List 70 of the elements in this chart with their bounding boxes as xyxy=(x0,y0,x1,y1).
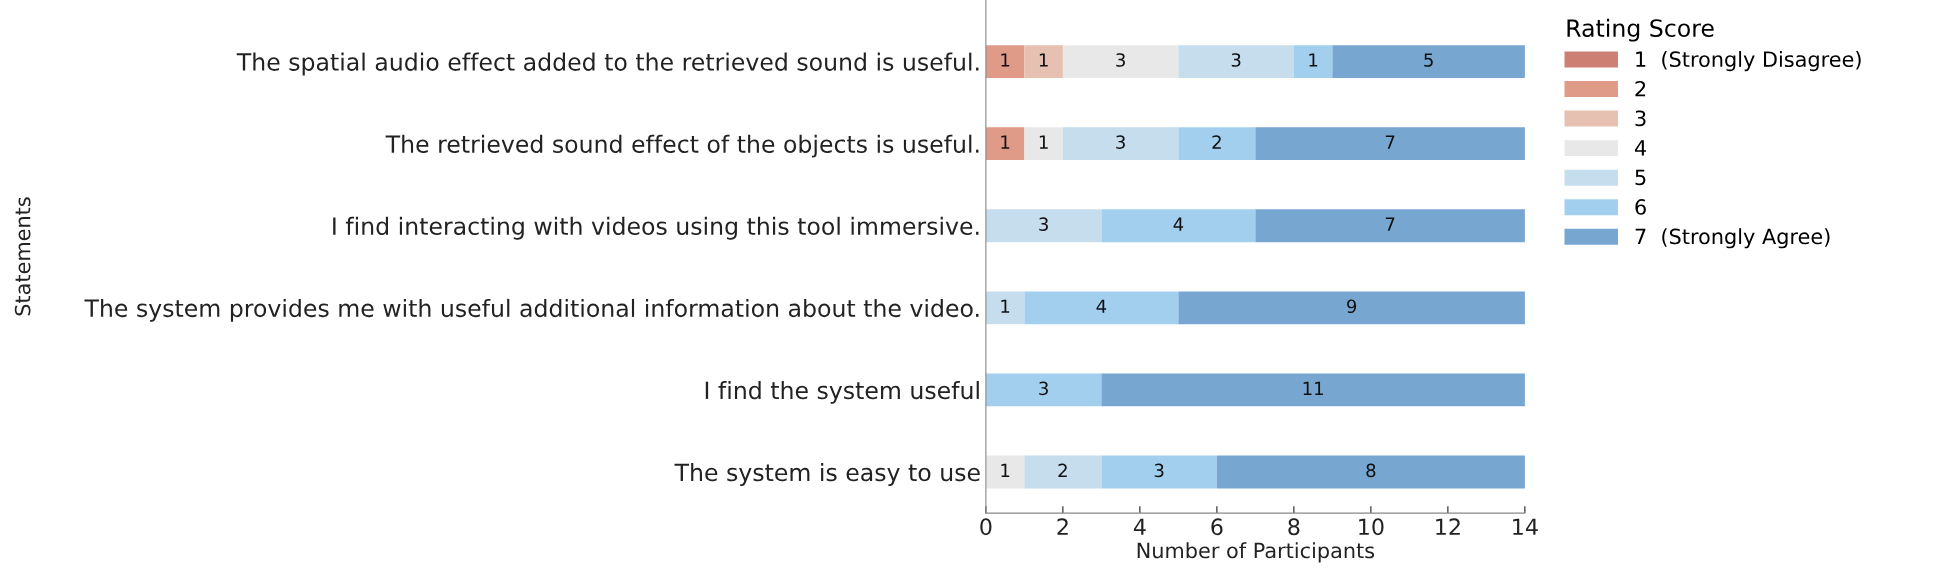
bar xyxy=(1101,209,1256,243)
x-tick-label: 6 xyxy=(1211,518,1223,536)
y-axis-title: Statements xyxy=(14,197,31,316)
bar xyxy=(1255,209,1525,243)
y-tick-label: The system provides me with useful additional information about the video. xyxy=(84,298,979,322)
y-tick-label: The spatial audio effect added to the retrieved sound is useful. xyxy=(236,52,979,76)
x-tick-label: 12 xyxy=(1436,518,1460,535)
data-label: 8 xyxy=(1366,463,1376,478)
data-label: 2 xyxy=(1212,135,1221,149)
bar xyxy=(1332,45,1525,78)
bar xyxy=(1216,455,1525,489)
data-label: 1 xyxy=(1039,135,1048,149)
bar xyxy=(1024,291,1179,325)
legend-label: 2 xyxy=(1635,80,1646,97)
data-label: 1 xyxy=(1001,53,1010,67)
bar xyxy=(1024,45,1063,78)
data-label: 2 xyxy=(1058,463,1067,478)
data-label: 5 xyxy=(1424,53,1433,67)
x-tick-label: 2 xyxy=(1057,518,1068,535)
x-tick-label: 0 xyxy=(980,518,992,536)
data-label: 4 xyxy=(1096,299,1107,313)
bar xyxy=(1178,291,1525,325)
data-label: 3 xyxy=(1154,463,1164,478)
bar xyxy=(1024,455,1102,489)
data-label: 1 xyxy=(1039,53,1048,67)
data-label: 7 xyxy=(1385,135,1395,149)
data-label: 9 xyxy=(1347,299,1357,314)
data-label: 7 xyxy=(1385,217,1395,231)
legend-label: 7 (Strongly Agree) xyxy=(1635,228,1830,249)
x-tick-label: 4 xyxy=(1133,518,1146,535)
data-label: 3 xyxy=(1039,217,1048,231)
bar xyxy=(985,209,1102,243)
y-tick-label: I find the system useful xyxy=(705,380,979,404)
y-tick-label: I find interacting with videos using this tool immersive. xyxy=(333,216,979,240)
legend-label: 4 xyxy=(1634,140,1647,156)
bar xyxy=(985,127,1025,161)
legend-title: Rating Score xyxy=(1567,18,1714,42)
legend-label: 1 (Strongly Disagree) xyxy=(1636,50,1861,72)
data-label: 1 xyxy=(1309,53,1318,67)
bar xyxy=(985,291,1025,325)
legend-label: 5 xyxy=(1635,169,1646,186)
y-tick-label: The retrieved sound effect of the objects is useful. xyxy=(385,134,979,158)
bar xyxy=(985,455,1025,489)
bar xyxy=(1255,127,1525,161)
data-label: 1 xyxy=(1001,463,1010,478)
data-label: 4 xyxy=(1173,217,1184,231)
legend-label: 6 xyxy=(1635,199,1646,215)
bar xyxy=(985,373,1102,407)
bar xyxy=(1101,373,1525,407)
data-label: 1 xyxy=(1001,135,1010,149)
bar xyxy=(1062,127,1179,161)
x-tick-label: 8 xyxy=(1288,518,1300,536)
bar xyxy=(1101,455,1217,489)
data-label: 1 xyxy=(1001,299,1010,313)
x-axis-title: Number of Participants xyxy=(1137,542,1375,563)
bar xyxy=(1178,45,1294,78)
legend-label: 3 xyxy=(1635,110,1646,127)
x-tick-label: 14 xyxy=(1513,518,1538,535)
bar xyxy=(1178,127,1256,161)
data-label: 3 xyxy=(1116,53,1125,67)
bar xyxy=(1024,127,1063,161)
bar xyxy=(985,45,1025,78)
bar xyxy=(1293,45,1333,78)
x-tick-label: 10 xyxy=(1359,518,1384,536)
data-label: 11 xyxy=(1303,381,1323,395)
data-label: 3 xyxy=(1116,135,1125,149)
y-tick-label: The system is easy to use xyxy=(674,463,980,486)
bar xyxy=(1062,45,1179,78)
data-label: 3 xyxy=(1231,53,1241,67)
data-label: 3 xyxy=(1039,381,1048,396)
